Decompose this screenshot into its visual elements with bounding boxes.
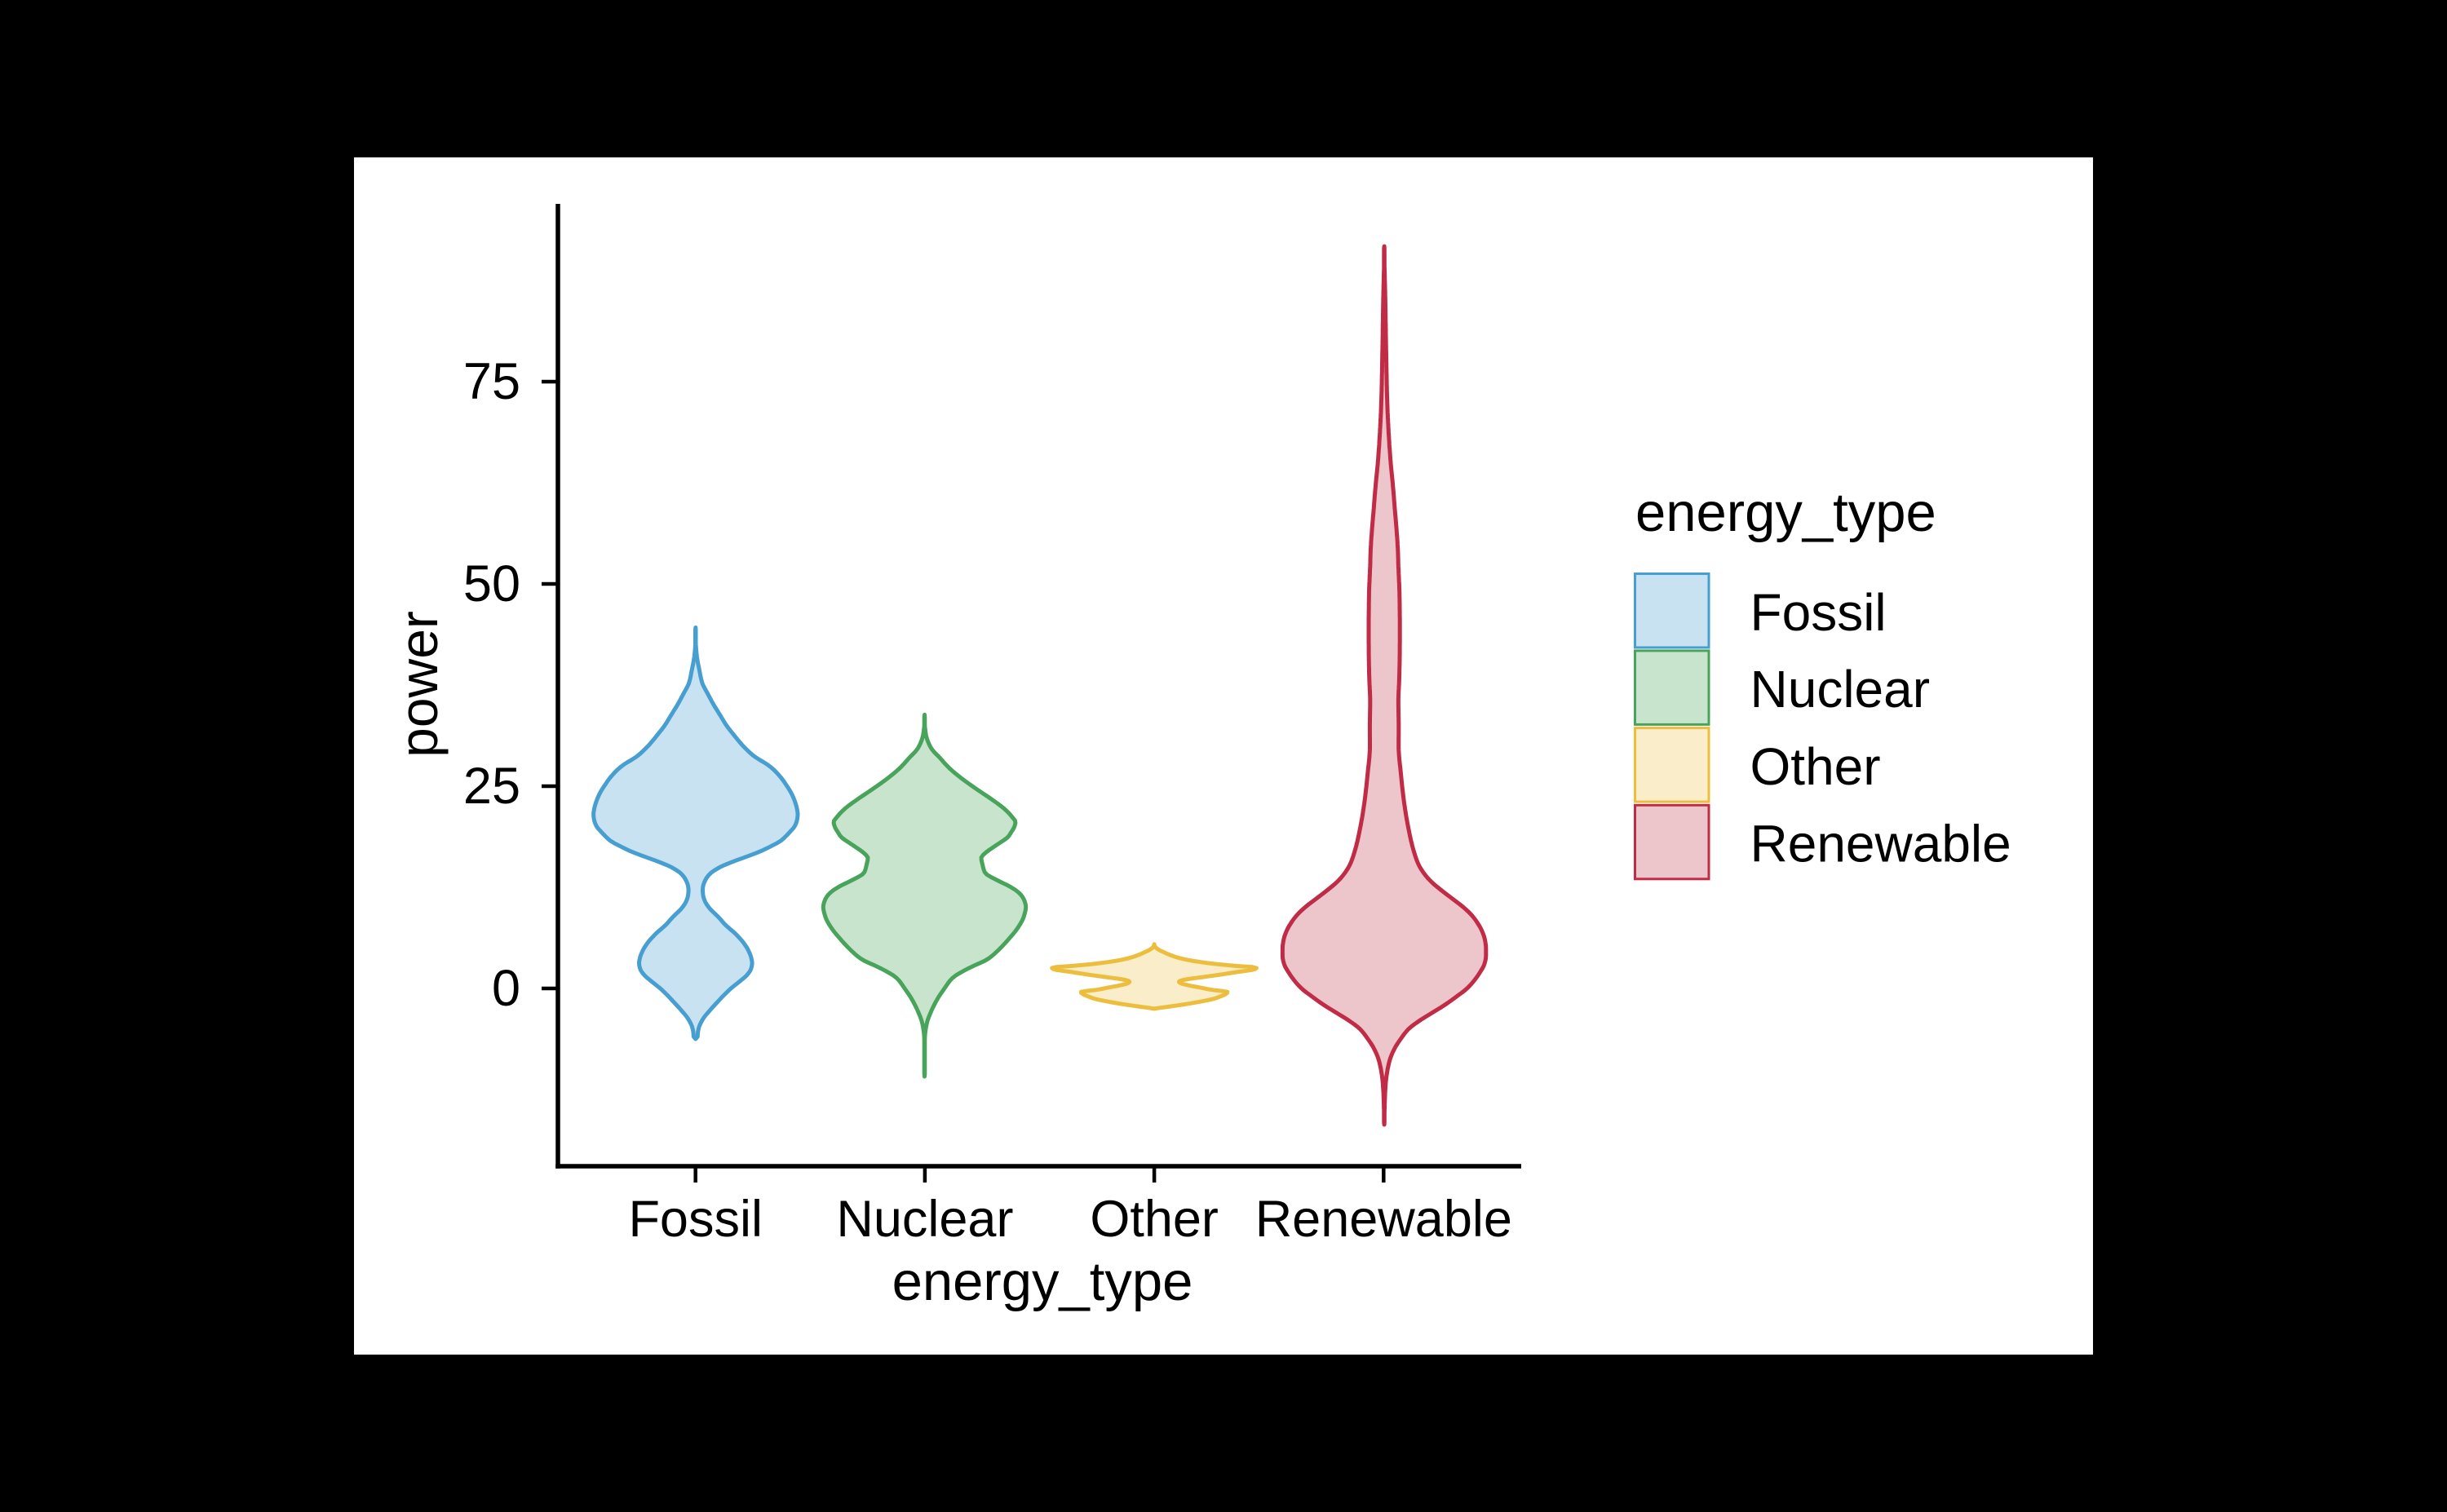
svg-text:Fossil: Fossil — [1750, 583, 1887, 642]
svg-text:energy_type: energy_type — [1635, 482, 1936, 543]
svg-text:Other: Other — [1750, 737, 1881, 796]
svg-text:Renewable: Renewable — [1750, 815, 2011, 873]
svg-text:Fossil: Fossil — [628, 1191, 763, 1248]
svg-text:Other: Other — [1090, 1191, 1219, 1248]
svg-text:energy_type: energy_type — [892, 1251, 1193, 1312]
svg-text:25: 25 — [463, 758, 520, 815]
svg-text:75: 75 — [463, 353, 520, 410]
svg-text:power: power — [388, 611, 449, 758]
svg-text:Renewable: Renewable — [1255, 1191, 1512, 1248]
svg-text:Nuclear: Nuclear — [1750, 660, 1931, 718]
svg-text:Nuclear: Nuclear — [836, 1191, 1013, 1248]
svg-text:0: 0 — [492, 960, 520, 1017]
svg-text:50: 50 — [463, 555, 520, 612]
